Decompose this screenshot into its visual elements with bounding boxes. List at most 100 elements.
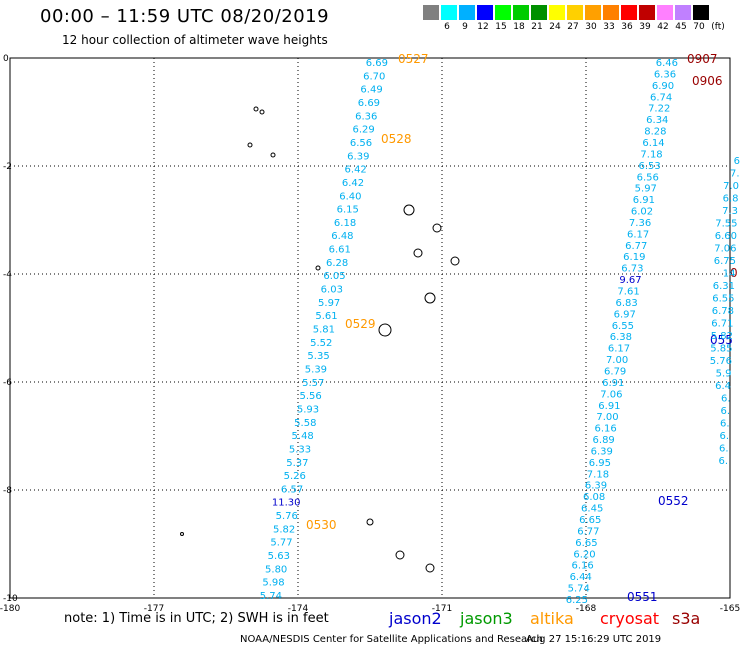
swh-value: 6.18	[334, 218, 356, 229]
legend-label: 33	[603, 22, 615, 32]
swh-value: 5.98	[262, 578, 284, 589]
swh-value: 6.46	[656, 58, 678, 69]
legend-swatch	[693, 5, 709, 20]
legend-swatch	[639, 5, 655, 20]
swh-value: 6.79	[604, 366, 626, 377]
swh-value: 7.06	[714, 244, 736, 255]
swh-value: 6.42	[345, 165, 367, 176]
swh-value: 6.31	[713, 281, 735, 292]
swh-value: 6.25	[566, 595, 588, 606]
swh-value: 6.69	[358, 98, 380, 109]
swh-value: 7.55	[715, 219, 737, 230]
legend-swatch	[531, 5, 547, 20]
swh-value: 6.03	[321, 285, 343, 296]
swh-value: 5.85	[710, 344, 732, 355]
lon-tick-label: -177	[144, 604, 164, 614]
legend-swatch	[441, 5, 457, 20]
swh-value: 6.38	[610, 332, 632, 343]
legend-swatch	[675, 5, 691, 20]
legend-label: 70	[693, 22, 705, 32]
swh-value: 7.3	[722, 206, 738, 217]
island-outline	[432, 223, 442, 233]
swh-value: 5.82	[711, 331, 733, 342]
island-outline	[247, 142, 253, 148]
swh-value: 6.17	[627, 229, 649, 240]
lon-tick-label: -165	[720, 604, 740, 614]
legend-swatch	[621, 5, 637, 20]
swh-value: 5.52	[310, 338, 332, 349]
swh-value: 5.37	[286, 458, 308, 469]
pass-label: 055	[710, 333, 733, 347]
swh-value: 6.42	[342, 178, 364, 189]
swh-value: 5.56	[299, 391, 321, 402]
swh-value: 6.02	[631, 207, 653, 218]
swh-value: 7.36	[629, 218, 651, 229]
pass-label: 0906	[692, 74, 723, 88]
swh-value: 6.89	[593, 435, 615, 446]
swh-value: 6.	[718, 456, 728, 467]
swh-value: 6.	[719, 431, 729, 442]
swh-value: 5.35	[307, 351, 329, 362]
swh-value: 7.00	[606, 355, 628, 366]
pass-label: 0551	[627, 590, 658, 604]
island-outline	[315, 265, 321, 271]
swh-value: 6.97	[614, 309, 636, 320]
swh-value: 5.74	[260, 591, 282, 602]
satellite-s3a: s3a	[672, 609, 701, 628]
lat-tick-label: 0	[3, 54, 9, 64]
swh-value: 5.9	[716, 369, 732, 380]
pass-label: 0	[730, 266, 738, 280]
swh-value: 6.16	[594, 424, 616, 435]
swh-value: 7.06	[600, 389, 622, 400]
legend-label: 39	[639, 22, 651, 32]
lon-tick-label: -174	[288, 604, 309, 614]
swh-value: 6.20	[573, 549, 595, 560]
swh-value: 6.17	[608, 344, 630, 355]
swh-value: 5.82	[273, 524, 295, 535]
swh-value: 7.18	[640, 149, 662, 160]
island-outline	[450, 256, 460, 266]
legend-label: 12	[477, 22, 489, 32]
pass-label: 0907	[687, 52, 718, 66]
lon-tick-label: -171	[432, 604, 452, 614]
legend-swatch	[513, 5, 529, 20]
swh-value: 6.77	[625, 241, 647, 252]
swh-value: 6.53	[639, 161, 661, 172]
pass-label: 0530	[306, 518, 337, 532]
lat-tick-label: -2	[3, 162, 12, 172]
swh-value: 5.61	[315, 311, 337, 322]
swh-value: 6.57	[281, 484, 303, 495]
swh-value: 14	[723, 269, 736, 280]
swh-value: 8.28	[644, 127, 666, 138]
map-title: 00:00 – 11:59 UTC 08/20/2019	[40, 6, 330, 27]
swh-value: 11.30	[272, 498, 301, 509]
swh-value: 6.78	[712, 306, 734, 317]
swh-value: 6.61	[329, 245, 351, 256]
credit-text: NOAA/NESDIS Center for Satellite Applica…	[240, 634, 543, 645]
swh-value: 5.77	[270, 538, 292, 549]
swh-value: 6.14	[642, 138, 664, 149]
swh-value: 6.56	[350, 138, 372, 149]
swh-value: 6	[734, 156, 740, 167]
pass-label: 0529	[345, 317, 376, 331]
swh-value: 5.81	[313, 325, 335, 336]
swh-value: 6.36	[355, 111, 377, 122]
swh-value: 6.08	[583, 492, 605, 503]
swh-value: 5.58	[294, 418, 316, 429]
pass-label: 0528	[381, 132, 412, 146]
legend-label: 18	[513, 22, 525, 32]
lat-tick-label: -4	[3, 270, 12, 280]
legend-label: 30	[585, 22, 597, 32]
swh-value: 6.55	[712, 294, 734, 305]
island-outline	[259, 109, 265, 115]
swh-value: 6.73	[621, 264, 643, 275]
swh-value: 5.76	[276, 511, 298, 522]
map-frame	[9, 57, 731, 599]
island-outline	[403, 204, 415, 216]
swh-value: 7.18	[587, 469, 609, 480]
swh-value: 6.05	[323, 271, 345, 282]
legend-swatch	[657, 5, 673, 20]
island-outline	[180, 532, 184, 536]
swh-value: 5.97	[318, 298, 340, 309]
